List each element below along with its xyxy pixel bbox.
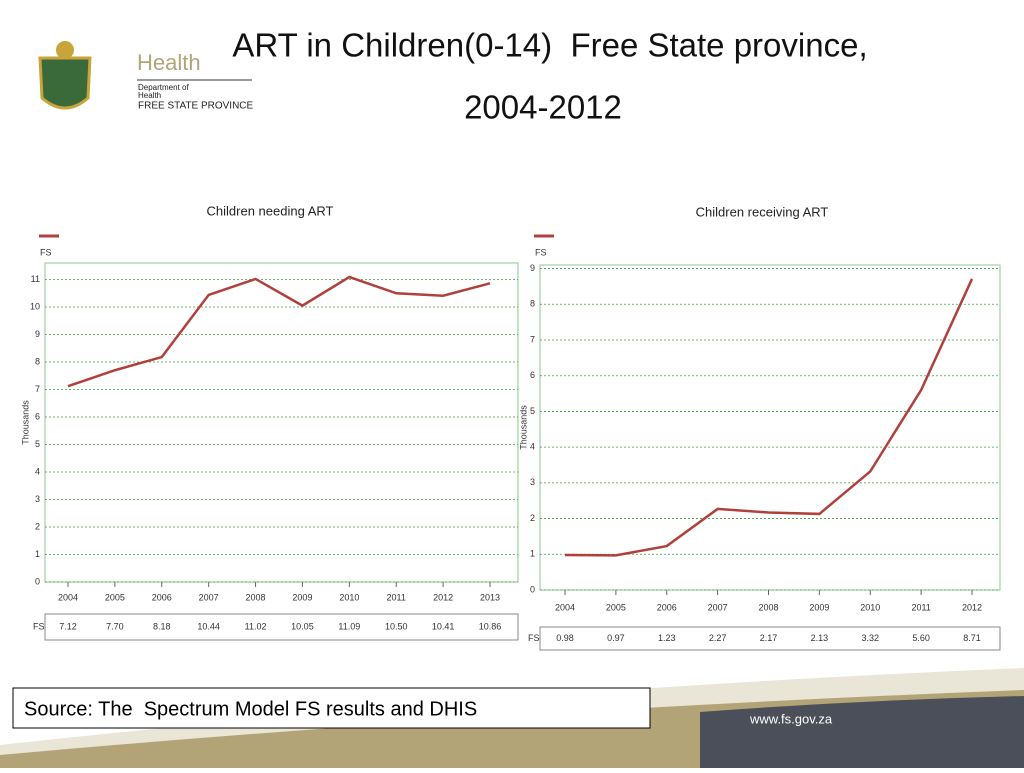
table-value: 10.44 [197,621,220,631]
logo-text: FREE STATE PROVINCE [138,101,254,112]
logo: Health Department of Health FREE STATE P… [38,41,254,112]
y-tick-label: 3 [35,494,40,504]
x-tick-label: 2007 [708,602,728,612]
x-tick-label: 2009 [292,592,312,602]
logo-shield [38,56,92,110]
y-tick-label: 2 [530,513,535,523]
chart-title: Children needing ART [207,203,334,218]
table-value: 2.13 [811,633,829,643]
table-value: 3.32 [861,633,879,643]
chart-title: Children receiving ART [696,204,829,219]
x-tick-label: 2011 [387,592,406,602]
table-value: 10.86 [479,621,502,631]
y-tick-label: 6 [530,370,535,380]
y-tick-label: 11 [31,274,40,284]
x-tick-label: 2004 [555,602,575,612]
table-value: 11.09 [338,621,360,631]
data-line [564,278,974,557]
x-tick-label: 2009 [809,602,829,612]
plot-frame [539,264,1001,591]
y-tick-label: 10 [30,301,40,311]
table-box [539,626,1001,651]
table-value: 2.27 [709,633,727,643]
table-value: 2.17 [760,633,778,643]
y-tick-label: 4 [35,466,40,476]
table-value: 7.12 [59,621,77,631]
x-tick-label: 2006 [152,592,172,602]
slide-title: ART in Children(0-14) Free State provinc… [232,27,867,64]
x-tick-label: 2010 [339,592,359,602]
table-value: 8.18 [153,621,171,631]
table-value: 11.02 [245,621,267,631]
x-tick-label: 2010 [860,602,880,612]
table-value: 10.50 [385,621,408,631]
x-tick-label: 2012 [962,602,982,612]
y-tick-label: 7 [530,334,535,344]
x-tick-label: 2011 [911,602,930,612]
x-tick-label: 2008 [758,602,778,612]
series-label: FS [535,247,547,257]
table-value: 8.71 [963,633,981,643]
y-tick-label: 6 [35,411,40,421]
x-tick-label: 2005 [105,592,125,602]
logo-name: Health [137,50,201,75]
source-box [12,687,651,729]
table-value: 7.70 [106,621,124,631]
y-tick-label: 9 [35,329,40,339]
y-tick-label: 8 [35,356,40,366]
table-value: 5.60 [912,633,930,643]
y-tick-label: 4 [530,442,535,452]
data-line [67,275,491,388]
slide-title: 2004-2012 [464,89,622,126]
x-tick-label: 2013 [480,592,500,602]
source: Source: The Spectrum Model FS results an… [24,698,477,720]
y-tick-label: 3 [530,477,535,487]
x-tick-label: 2004 [58,592,78,602]
table-value: 0.97 [607,633,625,643]
y-axis-label: Thousands [20,400,30,445]
y-tick-label: 2 [35,521,40,531]
table-row-label: FS [528,633,540,643]
table-value: 10.05 [291,621,314,631]
y-tick-label: 9 [530,263,535,273]
x-tick-label: 2012 [433,592,453,602]
y-tick-label: 5 [530,406,535,416]
y-tick-label: 7 [35,384,40,394]
y-tick-label: 0 [35,576,40,586]
y-axis-label: Thousands [518,405,528,450]
plot-frame [44,262,519,583]
y-tick-label: 1 [530,549,535,559]
series-label: FS [40,247,52,257]
table-value: 0.98 [556,633,574,643]
x-tick-label: 2008 [246,592,266,602]
y-tick-label: 0 [530,584,535,594]
x-tick-label: 2005 [606,602,626,612]
table-value: 10.41 [432,621,455,631]
logo-crest [56,41,74,59]
logo-text: Department of [138,83,189,92]
table-box [44,613,519,641]
y-tick-label: 8 [530,299,535,309]
x-tick-label: 2007 [199,592,219,602]
x-tick-label: 2006 [657,602,677,612]
table-value: 1.23 [658,633,676,643]
y-tick-label: 5 [35,439,40,449]
table-row-label: FS [33,621,45,631]
y-tick-label: 1 [35,549,40,559]
footer-url-band [700,696,1024,768]
logo-text: Health [138,91,161,100]
url: www.fs.gov.za [749,711,833,726]
